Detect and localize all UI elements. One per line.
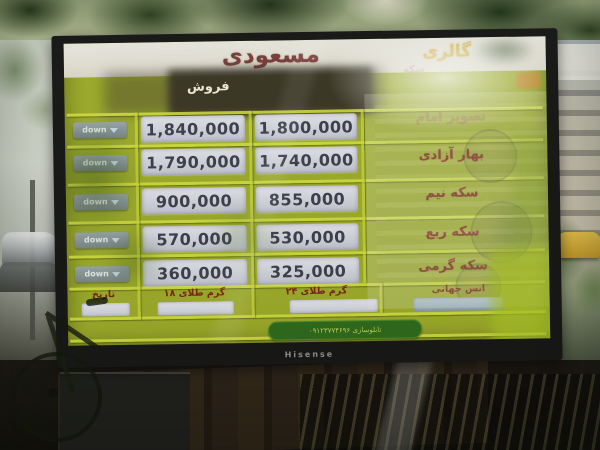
- shop-interior: [0, 333, 600, 450]
- bicycle-hub: [48, 388, 58, 398]
- trend-badge-label: down: [83, 235, 109, 245]
- price-board-screen: مسعودی گالری سکه فروش: [63, 36, 551, 346]
- buy-price-box: 855,000: [255, 185, 359, 213]
- footer-value-gold24-box: [289, 298, 378, 314]
- board-maker-ad-text: تابلوسازی ۰۹۱۲۳۷۷۴۶۹۶: [308, 325, 382, 335]
- trend-badge-label: down: [82, 158, 108, 168]
- buy-price-box: 1,800,000: [254, 113, 358, 141]
- trend-badge: down: [72, 121, 128, 139]
- gallery-label: گالری: [422, 41, 472, 63]
- taxi-reflection: [558, 232, 600, 258]
- bicycle-wheel: [12, 352, 102, 442]
- sell-column-header: فروش: [186, 79, 230, 95]
- down-arrow-icon: [109, 127, 118, 133]
- sell-price-box: 360,000: [142, 258, 248, 287]
- buy-price-box: 1,740,000: [255, 146, 358, 174]
- sell-price-box: 900,000: [141, 186, 247, 215]
- trend-badge: down: [75, 265, 130, 283]
- sell-price-box: 1,840,000: [140, 114, 246, 143]
- down-arrow-icon: [110, 160, 119, 166]
- board-maker-ad-pill: تابلوسازی ۰۹۱۲۳۷۷۴۶۹۶: [267, 319, 423, 341]
- coin-name-bahar-azadi: بهار آزادی: [418, 147, 485, 164]
- buy-price-box: 325,000: [256, 257, 360, 285]
- footer-label-ounce: انس جهانی: [431, 283, 486, 296]
- sign-logo-blob: [516, 72, 541, 89]
- coin-name-gram: سکه گرمی: [418, 258, 488, 275]
- footer-value-gold18-box: [157, 301, 234, 316]
- down-arrow-icon: [111, 271, 120, 277]
- sell-price: 1,840,000: [145, 118, 241, 140]
- coin-name-quarter: سکه ربع: [425, 224, 480, 241]
- footer-label-gold24: گرم طلای ۲۴: [285, 285, 348, 298]
- metal-grate: [300, 374, 600, 450]
- footer-value-ounce-box: [413, 296, 504, 312]
- buy-price: 530,000: [269, 226, 346, 248]
- coin-name-half: سکه نیم: [425, 185, 479, 202]
- trend-badge-label: down: [83, 197, 108, 207]
- trend-badge: down: [73, 154, 128, 172]
- sell-price: 900,000: [155, 190, 233, 211]
- sell-price: 360,000: [156, 262, 234, 283]
- sell-price: 570,000: [156, 228, 233, 249]
- grid-line: [379, 282, 383, 313]
- buy-price: 1,740,000: [258, 149, 354, 171]
- down-arrow-icon: [111, 237, 120, 243]
- buy-price: 325,000: [269, 260, 347, 282]
- silver-car-reflection: [2, 232, 58, 266]
- tv-brand-logo: Hisense: [284, 349, 335, 359]
- footer-label-gold18: گرم طلای ۱۸: [163, 287, 226, 300]
- trend-badge-label: down: [84, 269, 109, 279]
- buy-price: 1,800,000: [258, 116, 354, 138]
- sell-price: 1,790,000: [145, 151, 241, 173]
- bicycle-reflection: [0, 290, 130, 450]
- trend-badge: down: [74, 231, 129, 249]
- buy-price: 855,000: [268, 188, 346, 210]
- bicycle-seat: [85, 296, 109, 307]
- buy-price-box: 530,000: [256, 223, 359, 251]
- trend-badge: down: [73, 193, 129, 211]
- grid-line: [360, 109, 367, 284]
- sell-price-box: 570,000: [142, 224, 247, 253]
- down-arrow-icon: [110, 199, 119, 205]
- coin-name-emami: تصویر امام: [415, 109, 486, 126]
- coin-label: سکه: [403, 64, 425, 76]
- trend-badge-label: down: [82, 125, 107, 135]
- sell-price-box: 1,790,000: [141, 147, 246, 176]
- wall-foliage-reflection: [0, 40, 58, 150]
- dark-car-reflection: [0, 262, 58, 292]
